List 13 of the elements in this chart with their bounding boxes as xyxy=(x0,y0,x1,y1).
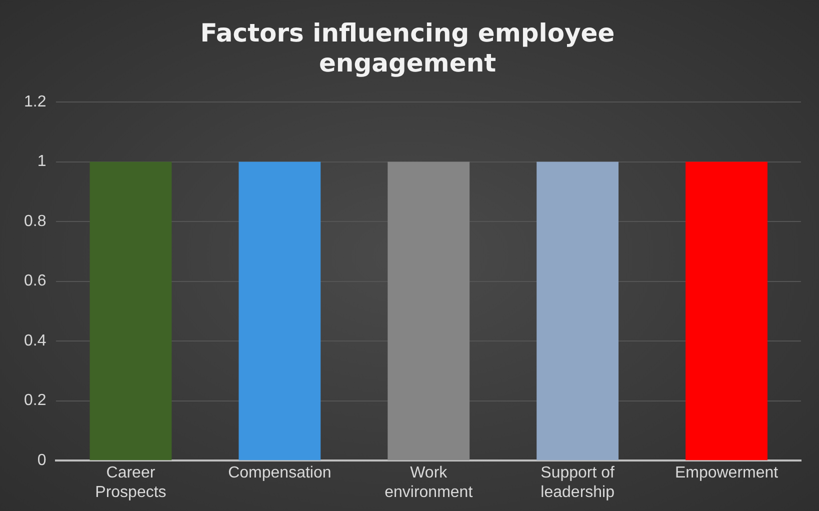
y-tick-label: 1.2 xyxy=(24,93,46,110)
y-tick-label: 0.2 xyxy=(24,392,46,410)
x-tick-label: Compensation xyxy=(228,464,332,482)
y-tick-label: 0.6 xyxy=(24,272,46,290)
x-tick-label: Empowerment xyxy=(674,464,779,482)
x-tick-label: Work environment xyxy=(384,464,474,501)
x-tick-label: Support of leadership xyxy=(540,464,616,501)
y-tick-label: 1 xyxy=(37,153,46,170)
y-tick-label: 0.8 xyxy=(24,212,46,230)
y-tick-label: 0 xyxy=(37,452,46,470)
y-tick-label: 0.4 xyxy=(24,332,46,350)
x-tick-label: Career Prospects xyxy=(95,464,166,501)
chart-title: Factors influencing employee engagement xyxy=(200,18,615,78)
